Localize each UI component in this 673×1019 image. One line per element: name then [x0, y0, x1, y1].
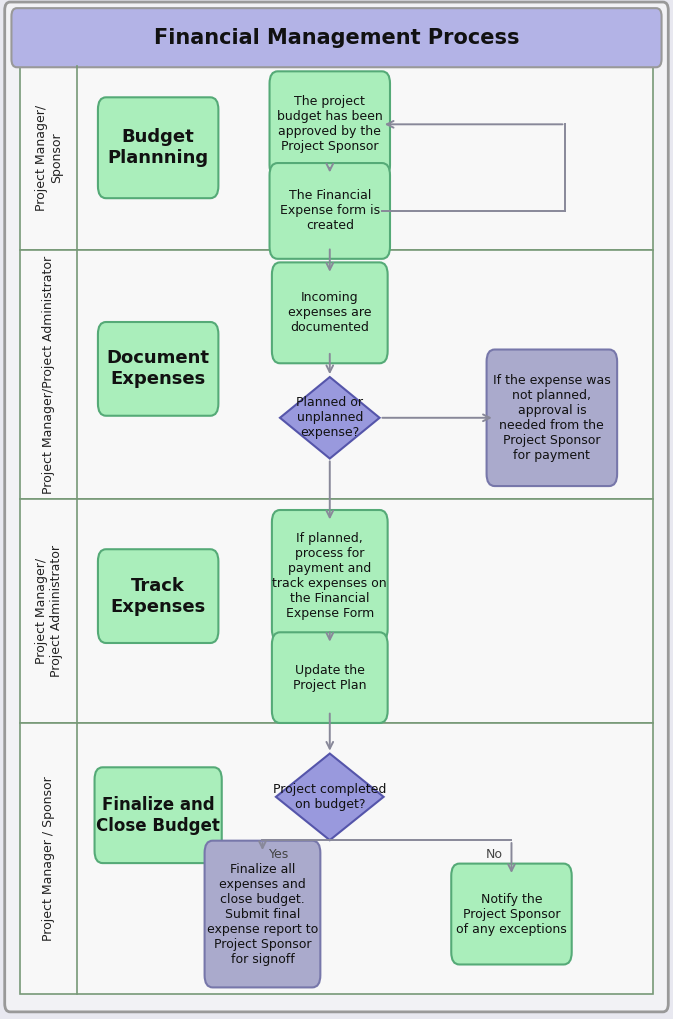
- FancyBboxPatch shape: [5, 2, 668, 1012]
- FancyBboxPatch shape: [269, 163, 390, 259]
- Polygon shape: [280, 377, 380, 459]
- Text: The Financial
Expense form is
created: The Financial Expense form is created: [280, 190, 380, 232]
- FancyBboxPatch shape: [205, 841, 320, 987]
- Bar: [20, 66, 653, 250]
- Text: No: No: [486, 848, 503, 861]
- Text: Project Manager/
Sponsor: Project Manager/ Sponsor: [35, 105, 63, 211]
- Text: Project Manager/Project Administrator: Project Manager/Project Administrator: [42, 256, 55, 493]
- Text: Budget
Plannning: Budget Plannning: [108, 128, 209, 167]
- Text: If planned,
process for
payment and
track expenses on
the Financial
Expense Form: If planned, process for payment and trac…: [273, 532, 387, 620]
- Text: Project completed
on budget?: Project completed on budget?: [273, 783, 386, 811]
- Text: If the expense was
not planned,
approval is
needed from the
Project Sponsor
for : If the expense was not planned, approval…: [493, 374, 610, 462]
- Text: The project
budget has been
approved by the
Project Sponsor: The project budget has been approved by …: [277, 96, 383, 153]
- FancyBboxPatch shape: [272, 632, 388, 723]
- FancyBboxPatch shape: [98, 322, 218, 416]
- Text: Update the
Project Plan: Update the Project Plan: [293, 663, 367, 692]
- Bar: [20, 499, 653, 723]
- Text: Planned or
unplanned
expense?: Planned or unplanned expense?: [296, 396, 363, 439]
- Text: Project Manager / Sponsor: Project Manager / Sponsor: [42, 776, 55, 941]
- FancyBboxPatch shape: [11, 8, 662, 67]
- Text: Financial Management Process: Financial Management Process: [153, 28, 520, 48]
- FancyBboxPatch shape: [272, 263, 388, 364]
- Text: Yes: Yes: [269, 848, 289, 861]
- Bar: [20, 723, 653, 994]
- Bar: [20, 250, 653, 499]
- Text: Notify the
Project Sponsor
of any exceptions: Notify the Project Sponsor of any except…: [456, 893, 567, 935]
- FancyBboxPatch shape: [98, 98, 218, 199]
- Text: Finalize and
Close Budget: Finalize and Close Budget: [96, 796, 220, 835]
- FancyBboxPatch shape: [487, 350, 617, 486]
- Polygon shape: [276, 754, 384, 840]
- FancyBboxPatch shape: [451, 863, 571, 964]
- FancyBboxPatch shape: [272, 511, 388, 642]
- Text: Incoming
expenses are
documented: Incoming expenses are documented: [288, 291, 371, 334]
- FancyBboxPatch shape: [269, 71, 390, 177]
- FancyBboxPatch shape: [98, 549, 218, 643]
- Text: Document
Expenses: Document Expenses: [106, 350, 210, 388]
- Text: Project Manager/
Project Administrator: Project Manager/ Project Administrator: [35, 545, 63, 678]
- Text: Track
Expenses: Track Expenses: [110, 577, 206, 615]
- Text: Finalize all
expenses and
close budget.
Submit final
expense report to
Project S: Finalize all expenses and close budget. …: [207, 862, 318, 966]
- FancyBboxPatch shape: [94, 767, 221, 863]
